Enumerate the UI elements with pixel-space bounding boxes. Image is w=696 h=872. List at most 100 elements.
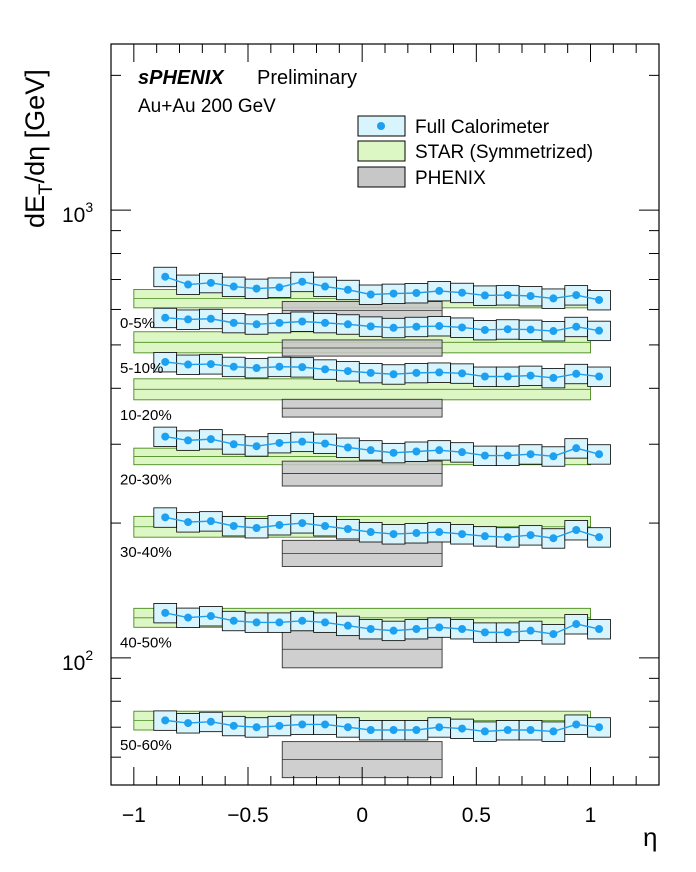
full-calo-point	[412, 368, 421, 377]
x-tick-label: −0.5	[227, 804, 268, 827]
legend-label: STAR (Symmetrized)	[415, 142, 593, 163]
x-tick-label: 0.5	[462, 804, 491, 827]
full-calo-point	[595, 624, 604, 633]
full-calo-point	[229, 318, 238, 327]
full-calo-point	[480, 451, 489, 460]
y-axis-label-main: dE	[20, 195, 50, 228]
full-calo-point	[458, 448, 467, 457]
centrality-label: 50-60%	[120, 737, 172, 754]
centrality-label: 30-40%	[120, 544, 172, 561]
full-calo-point	[184, 719, 193, 728]
full-calo-point	[321, 318, 330, 327]
full-calo-point	[229, 721, 238, 730]
centrality-label: 5-10%	[120, 360, 163, 377]
full-calo-point	[412, 529, 421, 538]
full-calo-point	[389, 530, 398, 539]
full-calo-point	[298, 720, 307, 729]
full-calo-point	[480, 291, 489, 300]
full-calo-point	[321, 365, 330, 374]
full-calo-point	[595, 533, 604, 542]
full-calo-point	[526, 292, 535, 301]
centrality-label: 0-5%	[120, 315, 155, 332]
full-calo-point	[184, 613, 193, 622]
full-calo-point	[526, 325, 535, 334]
legend-phenix-swatch	[357, 166, 406, 188]
full-calo-point	[275, 362, 284, 371]
full-calo-point	[366, 290, 375, 299]
full-calo-point	[480, 628, 489, 637]
x-tick-label: 1	[585, 804, 597, 827]
full-calo-point	[252, 523, 261, 532]
full-calo-point	[572, 444, 581, 453]
chart-title: sPHENIX	[138, 67, 225, 89]
full-calo-point	[389, 448, 398, 457]
full-calo-point	[229, 282, 238, 291]
full-calo-point	[458, 530, 467, 539]
full-calo-point	[458, 369, 467, 378]
full-calo-point	[298, 616, 307, 625]
collision-annotation: Au+Au 200 GeV	[138, 96, 276, 117]
full-calo-point	[252, 284, 261, 293]
full-calo-point	[252, 320, 261, 329]
full-calo-point	[298, 317, 307, 326]
centrality-labels: 0-5% 5-10% 10-20% 20-30% 30-40% 40-50% 50-60%	[120, 315, 172, 754]
full-calo-point	[503, 533, 512, 542]
centrality-label: 10-20%	[120, 407, 172, 424]
full-calo-point	[458, 323, 467, 332]
full-calo-point	[343, 443, 352, 452]
points-layer	[153, 266, 611, 742]
full-calo-point	[366, 368, 375, 377]
full-calo-point	[184, 315, 193, 324]
full-calo-point	[389, 626, 398, 635]
axis-ticks: −1 −0.5 0 0.5 1 102 103	[62, 44, 660, 827]
centrality-label: 40-50%	[120, 634, 172, 651]
full-calo-point	[572, 291, 581, 300]
full-calo-point	[206, 717, 215, 726]
full-calo-point	[503, 725, 512, 734]
full-calo-point	[595, 723, 604, 732]
y-axis-label: dET/dη [GeV]	[20, 69, 57, 228]
full-calo-point	[321, 618, 330, 627]
legend-label: PHENIX	[415, 168, 486, 189]
full-calo-point	[275, 283, 284, 292]
full-calo-point	[366, 528, 375, 537]
full-calo-point	[184, 360, 193, 369]
full-calo-point	[161, 313, 170, 322]
full-calo-point	[275, 721, 284, 730]
full-calo-point	[549, 294, 558, 303]
full-calo-point	[435, 322, 444, 331]
full-calo-point	[549, 727, 558, 736]
full-calo-point	[595, 326, 604, 335]
full-calo-point	[503, 372, 512, 381]
full-calo-point	[549, 534, 558, 543]
full-calo-point	[252, 618, 261, 627]
full-calo-point	[389, 289, 398, 298]
full-calo-point	[595, 450, 604, 459]
full-calo-point	[480, 532, 489, 541]
full-calo-point	[252, 442, 261, 451]
full-calo-point	[412, 624, 421, 633]
full-calo-point	[458, 288, 467, 297]
y-axis-label-rest: /dη [GeV]	[20, 69, 50, 183]
full-calo-point	[275, 618, 284, 627]
full-calo-point	[161, 608, 170, 617]
full-calo-point	[458, 724, 467, 733]
legend-full-calo-marker	[377, 122, 385, 130]
full-calo-point	[549, 327, 558, 336]
full-calo-point	[435, 623, 444, 632]
full-calo-point	[435, 368, 444, 377]
full-calo-point	[412, 288, 421, 297]
full-calo-point	[549, 630, 558, 639]
full-calo-point	[229, 362, 238, 371]
full-calo-point	[503, 451, 512, 460]
y-tick-label: 102	[62, 647, 93, 675]
full-calo-point	[275, 318, 284, 327]
full-calo-point	[572, 620, 581, 629]
full-calo-point	[321, 522, 330, 531]
full-calo-point	[412, 447, 421, 456]
full-calo-point	[184, 436, 193, 445]
full-calo-point	[572, 369, 581, 378]
full-calo-point	[206, 314, 215, 323]
full-calo-point	[503, 291, 512, 300]
